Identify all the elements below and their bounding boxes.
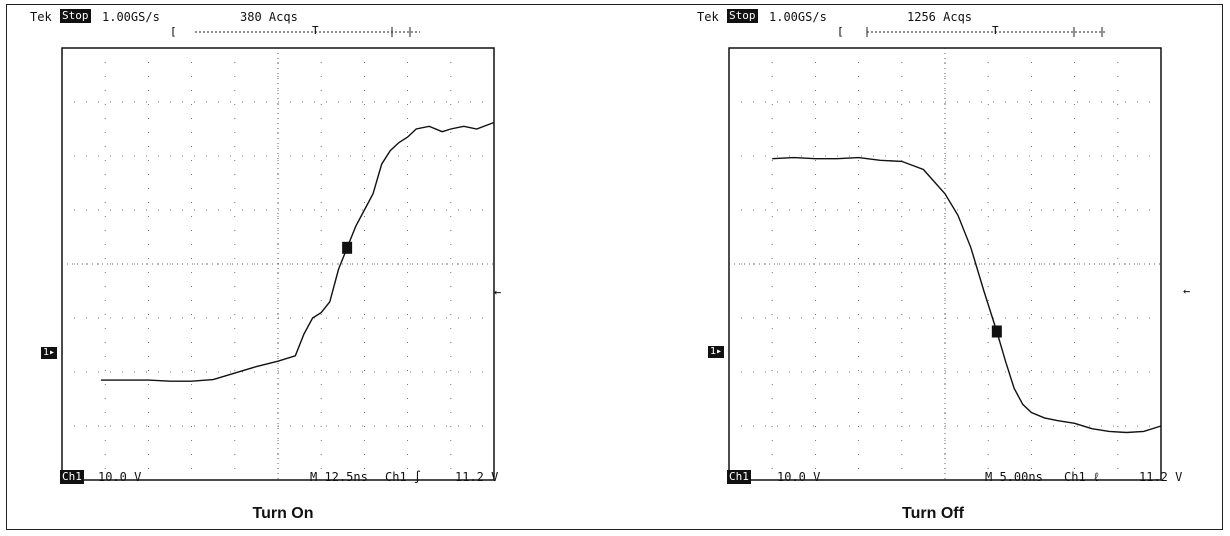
status-badge: Stop (60, 9, 91, 23)
status-badge: Stop (727, 9, 758, 23)
figure-frame (6, 4, 1223, 530)
waveform-trace (100, 121, 495, 382)
trigger-point-marker (991, 325, 1002, 338)
waveform-svg (728, 47, 1162, 481)
timebase: M 12.5ns (310, 470, 368, 484)
volts-per-div: 10.0 V (777, 470, 821, 484)
caption-turn-off: Turn Off (902, 505, 964, 522)
channel-badge: Ch1 (727, 470, 751, 484)
trigger-level: 11.2 V (1139, 470, 1183, 484)
trigger-level: 11.2 V (455, 470, 499, 484)
trigger-level-arrow: ← (494, 285, 502, 299)
scope-turn-off: Tek Stop 1.00GS/s 1256 Acqs [ T 1▸ ← Ch1… (697, 8, 1230, 488)
brand-label: Tek (697, 10, 719, 24)
scope-footer: Ch1 10.0 V M 5.00ns Ch1 ℓ 11.2 V (697, 470, 1230, 486)
scope-header: Tek Stop 1.00GS/s 380 Acqs (30, 8, 570, 26)
bracket-left: [ (170, 25, 177, 38)
acquisition-count: 1256 Acqs (907, 10, 973, 24)
caption-turn-on: Turn On (252, 505, 314, 522)
waveform-trace (772, 156, 1162, 434)
trigger-t-mark: T (312, 24, 319, 37)
timebase: M 5.00ns (985, 470, 1043, 484)
channel-badge: Ch1 (60, 470, 84, 484)
acquisition-count: 380 Acqs (240, 10, 298, 24)
waveform-svg (61, 47, 495, 481)
ch1-ground-marker: 1▸ (41, 347, 58, 359)
trigger-source: Ch1 ∫ (385, 470, 422, 484)
trigger-source: Ch1 ℓ (1064, 470, 1101, 484)
sample-rate: 1.00GS/s (769, 10, 827, 24)
trigger-position-bar: [ T (837, 24, 1107, 38)
plot-area (61, 47, 495, 481)
volts-per-div: 10.0 V (98, 470, 142, 484)
plot-area (728, 47, 1162, 481)
trigger-point-marker (342, 241, 353, 254)
ch1-ground-marker: 1▸ (708, 346, 725, 358)
trigger-position-bar: [ T (170, 24, 420, 38)
sample-rate: 1.00GS/s (102, 10, 160, 24)
scope-footer: Ch1 10.0 V M 12.5ns Ch1 ∫ 11.2 V (30, 470, 570, 486)
trigger-level-arrow: ← (1183, 284, 1191, 298)
brand-label: Tek (30, 10, 52, 24)
bracket-left: [ (837, 25, 844, 38)
trigger-t-mark: T (992, 24, 999, 37)
scope-turn-on: Tek Stop 1.00GS/s 380 Acqs [ T 1▸ ← Ch1 … (30, 8, 570, 488)
scope-header: Tek Stop 1.00GS/s 1256 Acqs (697, 8, 1230, 26)
